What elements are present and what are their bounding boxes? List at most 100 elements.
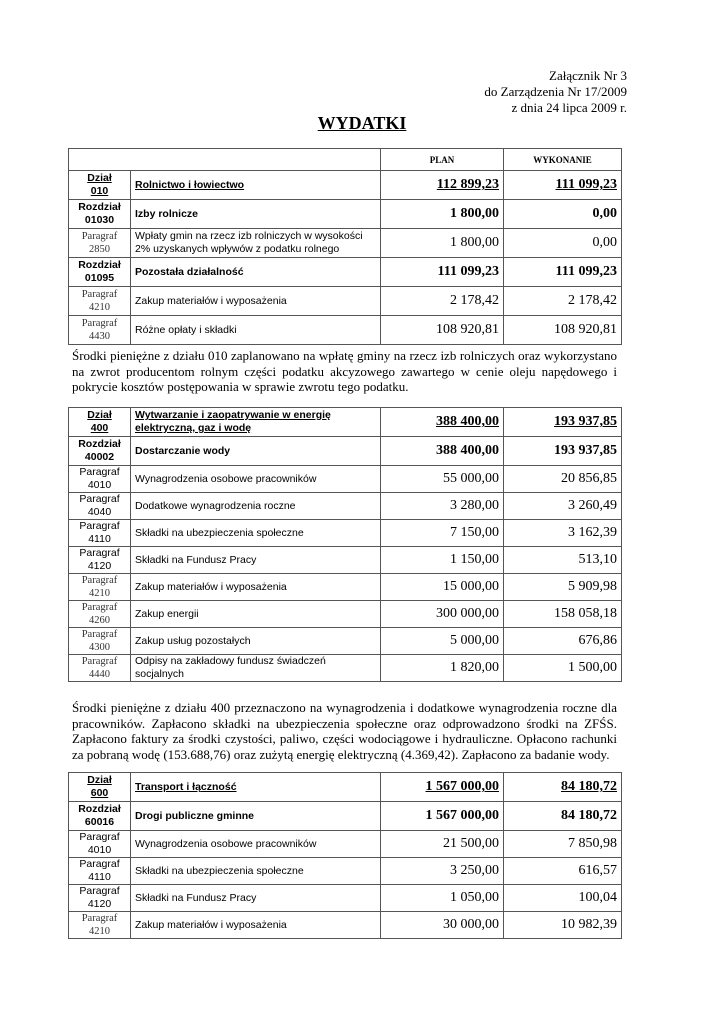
name-cell: Pozostała działalność [130, 257, 381, 287]
name-cell: Różne opłaty i składki [130, 315, 381, 345]
plan-cell: 1 800,00 [380, 199, 504, 229]
code-label: Rozdział [78, 438, 121, 450]
table-row-paragraf: Paragraf 4210 Zakup materiałów i wyposaże… [68, 573, 622, 601]
code-label: Paragraf [81, 318, 118, 329]
plan-cell: 1 150,00 [380, 546, 504, 574]
code-label: Paragraf [79, 520, 120, 532]
plan-cell: 21 500,00 [380, 830, 504, 858]
wykonanie-cell: 100,04 [503, 884, 622, 912]
plan-cell: 388 400,00 [380, 436, 504, 466]
code-value: 4010 [87, 844, 112, 856]
name-cell: Izby rolnicze [130, 199, 381, 229]
code-value: 4040 [87, 506, 112, 518]
code-value: 2850 [89, 244, 110, 255]
code-label: Paragraf [79, 547, 120, 559]
table-row-paragraf: Paragraf 4010 Wynagrodzenia osobowe praco… [68, 830, 622, 858]
plan-cell: 1 050,00 [380, 884, 504, 912]
page-title: WYDATKI [317, 113, 407, 133]
code-cell: Dział 400 [68, 407, 131, 437]
header-line: Załącznik Nr 3 [549, 68, 627, 83]
code-value: 01030 [84, 214, 115, 226]
plan-cell: 15 000,00 [380, 573, 504, 601]
wykonanie-cell: 111 099,23 [503, 257, 622, 287]
code-label: Paragraf [79, 493, 120, 505]
code-cell: Paragraf 4010 [68, 830, 131, 858]
wykonanie-cell: 108 920,81 [503, 315, 622, 345]
table-row-rozdzial: Rozdział 01030 Izby rolnicze 1 800,00 0,0… [68, 199, 622, 229]
code-value: 60016 [84, 816, 115, 828]
wykonanie-cell: 111 099,23 [503, 170, 622, 200]
code-value: 4210 [89, 302, 110, 313]
code-cell: Rozdział 60016 [68, 801, 131, 831]
wykonanie-cell: 10 982,39 [503, 911, 622, 939]
code-label: Paragraf [81, 656, 118, 667]
code-cell: Paragraf 4440 [68, 654, 131, 682]
table-row-dzial: Dział 400 Wytwarzanie i zaopatrywanie w e… [68, 407, 622, 437]
name-cell: Wynagrodzenia osobowe pracowników [130, 830, 381, 858]
wykonanie-cell: 84 180,72 [503, 772, 622, 802]
plan-cell: 112 899,23 [380, 170, 504, 200]
table-row-rozdzial: Rozdział 40002 Dostarczanie wody 388 400,… [68, 436, 622, 466]
wykonanie-cell: 0,00 [503, 199, 622, 229]
plan-cell: 1 567 000,00 [380, 801, 504, 831]
table-row-paragraf: Paragraf 4110 Składki na ubezpieczenia sp… [68, 519, 622, 547]
wykonanie-cell: 1 500,00 [503, 654, 622, 682]
header-line: do Zarządzenia Nr 17/2009 [484, 84, 627, 99]
code-cell: Paragraf 4120 [68, 546, 131, 574]
name-cell: Dodatkowe wynagrodzenia roczne [130, 492, 381, 520]
code-cell: Dział 600 [68, 772, 131, 802]
plan-cell: 5 000,00 [380, 627, 504, 655]
code-value: 4210 [89, 588, 110, 599]
wykonanie-cell: 158 058,18 [503, 600, 622, 628]
code-cell: Paragraf 4210 [68, 911, 131, 939]
name-cell: Składki na Fundusz Pracy [130, 546, 381, 574]
code-label: Paragraf [81, 913, 118, 924]
table-row-paragraf: Paragraf 4430 Różne opłaty i składki 108 … [68, 315, 622, 345]
table-row-dzial: Dział 600 Transport i łączność 1 567 000,… [68, 772, 622, 802]
name-cell: Wytwarzanie i zaopatrywanie w energię el… [130, 407, 381, 437]
plan-cell: 1 800,00 [380, 228, 504, 258]
name-cell: Zakup materiałów i wyposażenia [130, 573, 381, 601]
plan-cell: 30 000,00 [380, 911, 504, 939]
name-cell: Zakup materiałów i wyposażenia [130, 911, 381, 939]
table-header-row: PLAN WYKONANIE [68, 148, 622, 171]
code-value: 010 [90, 185, 109, 197]
wykonanie-cell: 3 162,39 [503, 519, 622, 547]
wykonanie-cell: 3 260,49 [503, 492, 622, 520]
name-cell: Składki na Fundusz Pracy [130, 884, 381, 912]
code-cell: Paragraf 4010 [68, 465, 131, 493]
code-value: 4110 [88, 533, 111, 545]
code-cell: Rozdział 01095 [68, 257, 131, 287]
wykonanie-cell: 193 937,85 [503, 407, 622, 437]
wykonanie-cell: 193 937,85 [503, 436, 622, 466]
code-label: Dział [87, 409, 112, 421]
code-value: 4440 [89, 669, 110, 680]
table-row-paragraf: Paragraf 4010 Wynagrodzenia osobowe praco… [68, 465, 622, 493]
code-label: Paragraf [79, 858, 120, 870]
code-value: 4010 [87, 479, 112, 491]
code-label: Paragraf [81, 602, 118, 613]
document-header: Załącznik Nr 3 do Zarządzenia Nr 17/2009… [484, 68, 627, 116]
code-value: 600 [90, 787, 109, 799]
plan-cell: 300 000,00 [380, 600, 504, 628]
code-label: Paragraf [79, 466, 120, 478]
header-line: z dnia 24 lipca 2009 r. [511, 100, 627, 115]
name-cell: Składki na ubezpieczenia społeczne [130, 857, 381, 885]
name-cell: Składki na ubezpieczenia społeczne [130, 519, 381, 547]
plan-cell: 3 250,00 [380, 857, 504, 885]
table-row-paragraf: Paragraf 4300 Zakup usług pozostałych 5 0… [68, 627, 622, 655]
table-row-paragraf: Paragraf 4120 Składki na Fundusz Pracy 1 … [68, 884, 622, 912]
code-label: Paragraf [81, 289, 118, 300]
code-label: Rozdział [78, 201, 121, 213]
budget-table: PLAN WYKONANIE Dział 010 Rolnictwo i łowie… [68, 148, 622, 345]
wykonanie-cell: 616,57 [503, 857, 622, 885]
code-cell: Rozdział 01030 [68, 199, 131, 229]
table-row-paragraf: Paragraf 2850 Wpłaty gmin na rzecz izb ro… [68, 228, 622, 258]
wykonanie-cell: 2 178,42 [503, 286, 622, 316]
column-header-wykonanie: WYKONANIE [503, 148, 622, 171]
code-label: Dział [87, 774, 112, 786]
table-row-paragraf: Paragraf 4210 Zakup materiałów i wyposaże… [68, 286, 622, 316]
code-label: Rozdział [78, 803, 121, 815]
wykonanie-cell: 84 180,72 [503, 801, 622, 831]
section-note: Środki pieniężne z działu 010 zaplanowan… [72, 348, 617, 394]
